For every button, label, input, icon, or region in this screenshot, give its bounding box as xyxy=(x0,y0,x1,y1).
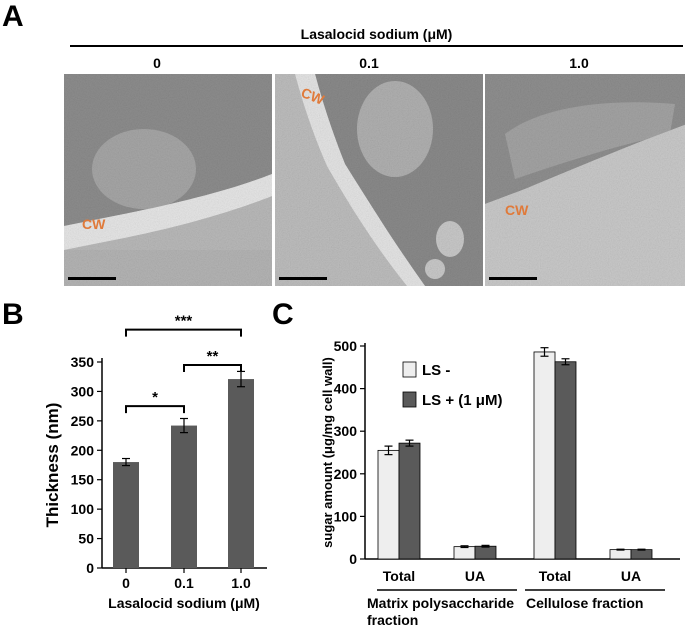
y-tick-label: 400 xyxy=(334,381,358,397)
panel-a-column-label-0: 0 xyxy=(153,55,161,71)
legend-label: LS - xyxy=(422,362,450,379)
y-tick-label: 250 xyxy=(71,413,95,429)
y-tick-label: 200 xyxy=(71,442,95,458)
bar xyxy=(453,546,476,560)
significance-label: * xyxy=(152,389,158,406)
bar xyxy=(171,425,197,568)
panel-a-header-line xyxy=(70,45,683,47)
bar xyxy=(554,361,577,560)
group-label-line: Cellulose fraction xyxy=(526,595,643,611)
y-tick-label: 50 xyxy=(78,531,94,547)
bar xyxy=(398,442,421,560)
panel-a-title: Lasalocid sodium (μM) xyxy=(300,26,453,42)
y-axis-label: Thickness (nm) xyxy=(43,403,62,528)
y-tick-label: 0 xyxy=(349,551,357,567)
bar xyxy=(630,549,653,560)
y-tick-label: 500 xyxy=(334,338,358,354)
micrograph-2-image xyxy=(485,74,685,286)
y-tick-label: 100 xyxy=(334,508,358,524)
y-tick-label: 100 xyxy=(71,501,95,517)
micrograph-1: CW xyxy=(275,74,483,286)
micrograph-2: CW xyxy=(485,74,685,286)
micrograph-2-scale-bar xyxy=(489,277,537,280)
y-axis-label: sugar amount (μg/mg cell wall) xyxy=(320,357,335,548)
sugar-amount-bar-chart: 0 100 200 300 400 500 Total UA Total UA Matrix pol… xyxy=(320,338,680,628)
x-tick-label: UA xyxy=(621,568,641,584)
y-tick-label: 350 xyxy=(71,354,95,370)
y-tick-label: 0 xyxy=(86,560,94,576)
x-tick-label: Total xyxy=(383,568,415,584)
bar xyxy=(377,449,400,560)
panel-letter-a: A xyxy=(2,0,24,33)
micrograph-1-image xyxy=(275,74,483,286)
x-axis-label: Lasalocid sodium (μM) xyxy=(108,595,260,611)
legend-label: LS + (1 μM) xyxy=(422,392,502,409)
micrograph-2-cw-label: CW xyxy=(505,202,529,218)
micrograph-0: CW xyxy=(64,74,272,286)
bar xyxy=(533,351,556,560)
x-tick-label: 1.0 xyxy=(231,575,251,591)
micrograph-0-cw-label: CW xyxy=(82,216,106,232)
significance-label: ** xyxy=(207,348,219,365)
y-tick-label: 300 xyxy=(334,423,358,439)
x-tick-label: 0.1 xyxy=(174,575,194,591)
significance-bracket xyxy=(125,405,185,414)
thickness-bar-chart: 0 50 100 150 200 250 300 350 0 0.1 1.0 Lasalocid so… xyxy=(43,313,267,611)
x-tick-label: 0 xyxy=(122,575,130,591)
y-tick-label: 150 xyxy=(71,472,95,488)
panel-a-column-label-1: 0.1 xyxy=(359,55,379,71)
x-tick-label: Total xyxy=(539,568,571,584)
legend-swatch xyxy=(402,391,417,408)
x-tick-label: UA xyxy=(465,568,485,584)
micrograph-1-scale-bar xyxy=(279,277,327,280)
panel-a-column-label-2: 1.0 xyxy=(569,55,589,71)
bar xyxy=(113,462,139,568)
group-label-line: fraction xyxy=(367,612,418,628)
panel-letter-c: C xyxy=(272,298,294,331)
significance-bracket xyxy=(183,363,242,372)
bar xyxy=(228,379,254,568)
legend-swatch xyxy=(402,361,417,378)
significance-label: *** xyxy=(175,313,193,330)
micrograph-0-scale-bar xyxy=(68,277,116,280)
y-tick-label: 200 xyxy=(334,466,358,482)
panel-letter-b: B xyxy=(2,298,24,331)
bar xyxy=(474,545,497,560)
significance-bracket xyxy=(125,328,242,337)
bar xyxy=(609,549,632,560)
group-label-line: Matrix polysaccharide xyxy=(367,595,514,611)
micrograph-0-image xyxy=(64,74,272,286)
y-tick-label: 300 xyxy=(71,383,95,399)
